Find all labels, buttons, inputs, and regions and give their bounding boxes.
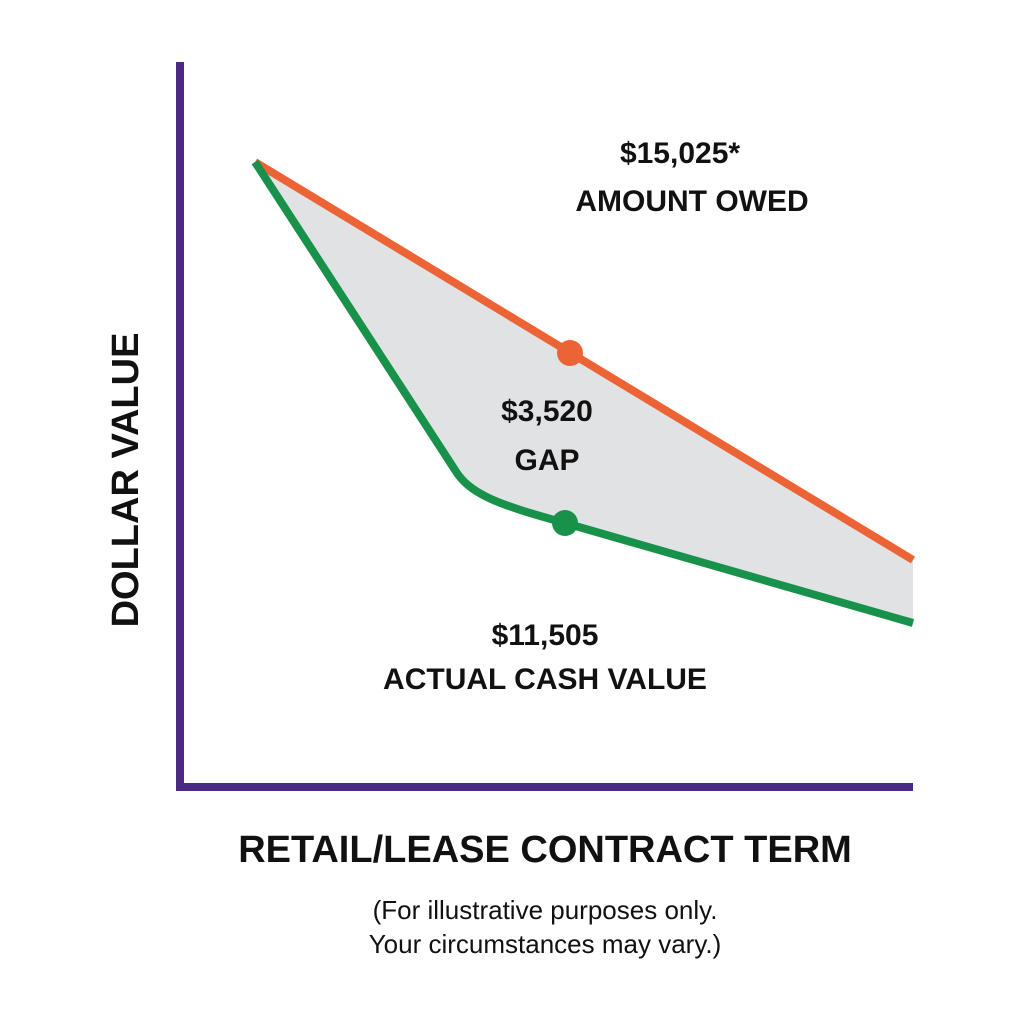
gap-label: GAP — [514, 444, 579, 477]
amount-owed-line — [252, 158, 916, 564]
amount-owed-value: $15,025* — [620, 137, 740, 170]
gap-value: $3,520 — [501, 395, 593, 428]
note-line: (For illustrative purposes only. — [373, 895, 718, 925]
acv-label: ACTUAL CASH VALUE — [383, 663, 707, 696]
x-axis-label: RETAIL/LEASE CONTRACT TERM — [238, 829, 852, 871]
amount-owed-dot — [557, 340, 583, 366]
acv-value: $11,505 — [492, 619, 599, 652]
axes — [176, 62, 913, 791]
note-line: Your circumstances may vary.) — [369, 929, 722, 959]
amount-owed-label: AMOUNT OWED — [575, 185, 808, 218]
gap-area — [255, 162, 913, 623]
y-axis-label: DOLLAR VALUE — [105, 333, 147, 628]
cash-value-dot — [552, 510, 578, 536]
